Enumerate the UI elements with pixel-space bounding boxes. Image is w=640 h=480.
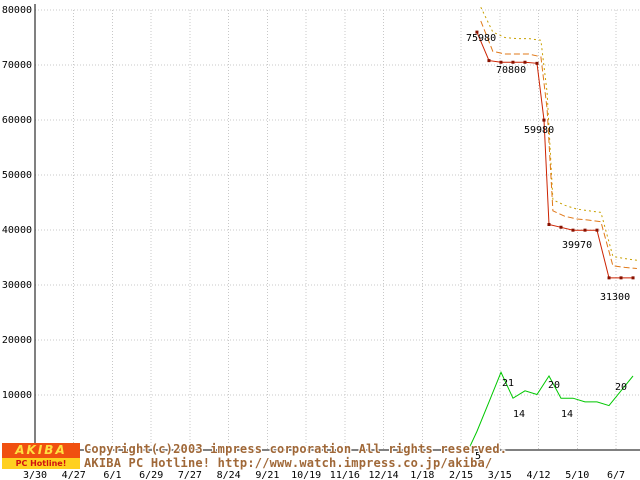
x-axis-label: 3/30 [23,470,47,480]
lowest-price-marker [595,228,599,232]
lowest-price-marker [535,61,539,65]
x-axis-label: 10/19 [291,470,321,480]
x-axis-label: 11/16 [330,470,360,480]
x-axis-label: 2/15 [449,470,473,480]
y-axis-label: 10000 [2,390,32,401]
y-axis-label: 80000 [2,5,32,16]
lowest-price-marker [499,60,503,64]
annotation-label: 5 [475,451,481,462]
lowest-price-marker [487,59,491,63]
annotation-label: 75980 [466,33,496,44]
lowest-price-marker [583,228,587,232]
y-axis-label: 40000 [2,225,32,236]
lowest-price-marker [559,225,563,229]
lowest-price-marker [631,276,635,280]
x-axis-label: 6/1 [103,470,121,480]
x-axis-label: 12/14 [369,470,399,480]
annotation-label: 59980 [524,125,554,136]
x-axis-label: 4/12 [526,470,550,480]
x-axis-label: 4/27 [62,470,86,480]
lowest-price-marker [511,60,515,64]
lowest-price-marker [547,223,551,226]
x-axis-label: 1/18 [410,470,434,480]
logo-pchotline-text: PC Hotline! [2,458,80,469]
lowest-price-marker [542,118,546,122]
x-axis-label: 3/15 [488,470,512,480]
logo-akiba-text: AKIBA [2,443,80,458]
y-axis-label: 30000 [2,280,32,291]
copyright-line-2: AKIBA PC Hotline! http://www.watch.impre… [84,456,493,470]
average-price-line [480,20,637,269]
x-axis-label: 6/7 [607,470,625,480]
lowest-price-marker [523,60,527,64]
annotation-label: 20 [615,382,627,393]
annotation-label: 31300 [600,292,630,303]
y-axis-label: 60000 [2,115,32,126]
lowest-price-marker [475,30,479,34]
x-axis-label: 8/24 [217,470,241,480]
shop-count-line [469,371,634,447]
x-axis-label: 7/27 [178,470,202,480]
annotation-label: 70800 [496,65,526,76]
lowest-price-marker [619,276,623,280]
annotation-label: 14 [513,409,525,420]
x-axis-label: 9/21 [255,470,279,480]
akiba-pc-hotline-logo: AKIBA PC Hotline! [2,443,80,469]
lowest-price-marker [607,276,611,280]
copyright-line-1: Copyright(c)2003 impress corporation All… [84,442,508,456]
y-axis-label: 20000 [2,335,32,346]
x-axis-label: 6/29 [139,470,163,480]
annotation-label: 39970 [562,240,592,251]
highest-price-line [480,6,637,261]
annotation-label: 20 [548,380,560,391]
annotation-label: 21 [502,378,514,389]
annotation-label: 14 [561,409,573,420]
y-axis-label: 50000 [2,170,32,181]
x-axis-label: 5/10 [565,470,589,480]
lowest-price-marker [571,228,575,232]
y-axis-label: 70000 [2,60,32,71]
